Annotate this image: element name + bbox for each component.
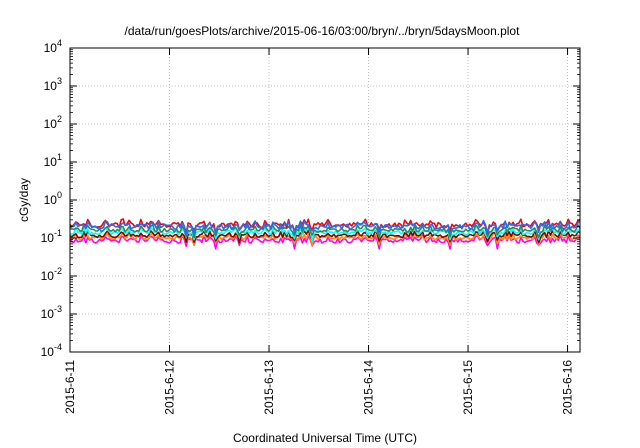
y-tick-label: 10-1 (41, 228, 62, 245)
grid-lines (70, 48, 580, 352)
x-tick-label: 2015-6-16 (561, 360, 575, 415)
y-tick-label: 10-3 (41, 304, 62, 321)
x-tick-label: 2015-6-15 (461, 360, 475, 415)
y-axis-label: cGy/day (17, 178, 31, 222)
series-line (69, 219, 581, 236)
x-tick-label: 2015-6-13 (262, 360, 276, 415)
y-axis: 10-4 10-3 10-2 10-1 100 101 102 103 104 (41, 38, 580, 359)
x-axis: 2015-6-11 2015-6-12 2015-6-13 2015-6-14 2015… (63, 48, 575, 415)
series-group (69, 218, 581, 250)
x-tick-label: 2015-6-14 (362, 360, 376, 415)
series-line (70, 226, 581, 242)
x-axis-label: Coordinated Universal Time (UTC) (233, 431, 417, 445)
y-tick-label: 10-4 (41, 342, 62, 359)
x-tick-label: 2015-6-12 (163, 360, 177, 415)
series-line (69, 234, 581, 250)
series-line (69, 223, 581, 239)
y-tick-label: 103 (44, 76, 62, 93)
y-tick-label: 10-2 (41, 266, 62, 283)
y-tick-label: 104 (44, 38, 62, 55)
y-tick-label: 100 (44, 190, 62, 207)
y-tick-label: 101 (44, 152, 62, 169)
y-tick-label: 102 (44, 114, 62, 131)
chart-title: /data/run/goesPlots/archive/2015-06-16/0… (125, 24, 521, 38)
x-tick-label: 2015-6-11 (63, 360, 77, 414)
series-line (69, 229, 581, 244)
